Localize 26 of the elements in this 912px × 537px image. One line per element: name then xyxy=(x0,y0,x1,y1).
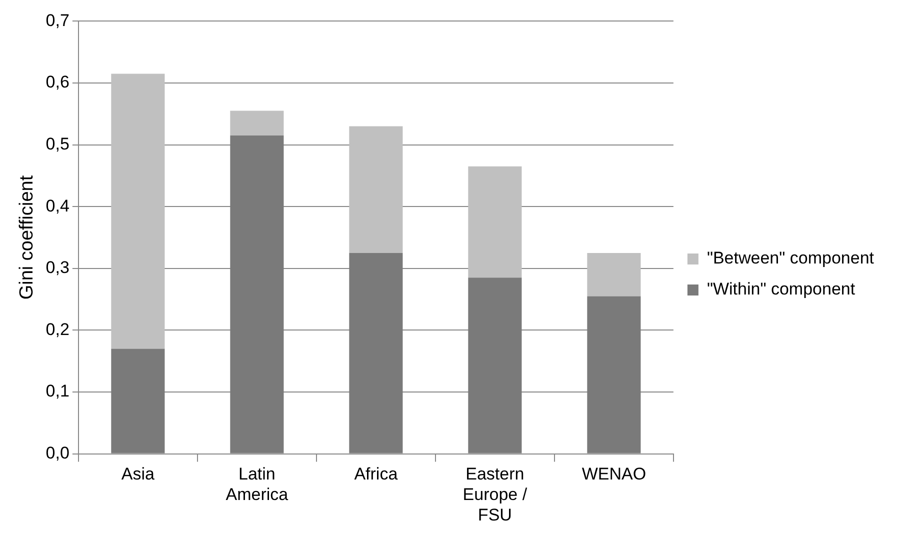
x-tick-label: Africa xyxy=(354,464,398,484)
bar xyxy=(587,296,641,454)
y-tick-label: 0,7 xyxy=(46,10,70,30)
legend-label: "Within" component xyxy=(706,280,856,299)
bar xyxy=(111,74,165,349)
y-tick-label: 0,5 xyxy=(46,134,70,154)
bar xyxy=(349,252,403,454)
bar xyxy=(468,166,522,278)
bar xyxy=(349,126,403,253)
bar xyxy=(230,110,284,136)
bar xyxy=(111,348,165,454)
x-tick-label: Asia xyxy=(121,464,156,484)
y-tick-label: 0,6 xyxy=(46,72,70,92)
y-tick-label: 0,2 xyxy=(46,320,70,339)
y-tick-label: 0,3 xyxy=(46,258,70,278)
x-tick-label: Latin America xyxy=(226,464,289,504)
bar xyxy=(587,252,641,296)
x-tick-label: Eastern Europe / FSU xyxy=(462,464,528,524)
x-tick-label: WENAO xyxy=(582,464,646,484)
y-axis-title: Gini coefficient xyxy=(16,174,38,300)
y-tick-label: 0,1 xyxy=(46,382,70,401)
y-tick-label: 0,0 xyxy=(46,443,70,462)
legend-label: "Between" component xyxy=(706,248,874,268)
bar xyxy=(230,136,284,454)
bar xyxy=(468,278,522,454)
y-tick-label: 0,4 xyxy=(46,196,70,216)
